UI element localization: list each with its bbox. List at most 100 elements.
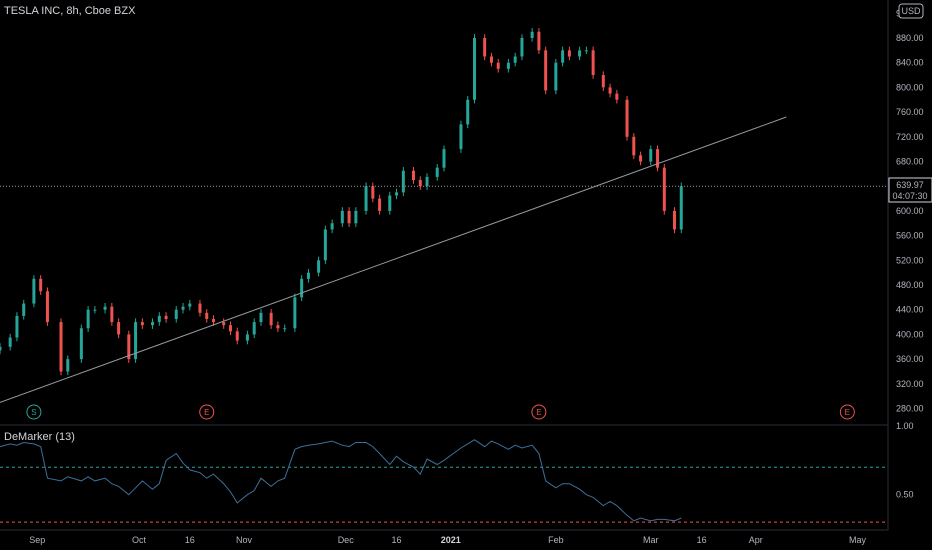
candle-body — [354, 210, 358, 224]
time-tick-label: Nov — [236, 535, 253, 545]
candle-body — [66, 359, 70, 372]
demarker-line — [0, 439, 682, 522]
candle-body — [544, 50, 548, 91]
price-tick-label: 400.00 — [896, 329, 924, 339]
candle-body — [157, 315, 161, 323]
event-letter: E — [845, 408, 850, 417]
event-marker — [26, 404, 42, 420]
time-tick-label: 16 — [185, 535, 195, 545]
event-letter: E — [204, 408, 209, 417]
demarker-label: DeMarker (13) — [4, 431, 75, 443]
candle-body — [79, 328, 83, 360]
price-tick-label: 320.00 — [896, 379, 924, 389]
candle-body — [496, 62, 500, 69]
candle-body — [323, 229, 327, 261]
candle-body — [411, 170, 415, 181]
candle-body — [205, 312, 209, 319]
price-tick-label: 840.00 — [896, 58, 924, 68]
candle-body — [212, 319, 216, 323]
candle-body — [235, 331, 239, 341]
candle-body — [181, 306, 185, 310]
current-price-label: 639.97 04:07:30 — [888, 177, 932, 203]
price-tick-label: 600.00 — [896, 206, 924, 216]
candle-body — [601, 75, 605, 88]
candle-body — [276, 325, 280, 329]
currency-badge[interactable]: USD — [898, 3, 924, 19]
candle-body — [418, 180, 422, 187]
candle-body — [364, 186, 368, 211]
candle-body — [164, 315, 168, 319]
event-marker — [199, 404, 215, 420]
candle-body — [608, 87, 612, 94]
time-axis[interactable]: Sep Oct 16 Nov Dec 16 2021 Feb Mar 16 Apr May — [29, 535, 866, 545]
candle-body — [110, 306, 114, 323]
price-pane[interactable] — [0, 28, 888, 403]
candle-body — [188, 303, 192, 307]
trendline[interactable] — [0, 116, 787, 403]
candle-body — [591, 50, 595, 76]
candle-body — [32, 278, 36, 304]
event-marker — [531, 404, 547, 420]
candle-body — [561, 50, 565, 63]
time-tick-label: 2021 — [441, 535, 461, 545]
candle-body — [228, 325, 232, 332]
candle-body — [306, 272, 310, 279]
candle-body — [252, 322, 256, 335]
price-tick-label: 680.00 — [896, 157, 924, 167]
candle-body — [198, 303, 202, 313]
demarker-tick-label: 1.00 — [896, 421, 914, 431]
price-tick-label: 440.00 — [896, 305, 924, 315]
price-tick-label: 880.00 — [896, 33, 924, 43]
price-tick-label: 560.00 — [896, 231, 924, 241]
candle-body — [473, 37, 477, 100]
candle-body — [59, 322, 63, 372]
event-letter: S — [31, 408, 36, 417]
price-axis[interactable]: 920.00880.00840.00800.00760.00720.00680.… — [896, 8, 924, 413]
candle-body — [672, 210, 676, 230]
candle-body — [259, 312, 263, 323]
price-tick-label: 720.00 — [896, 132, 924, 142]
candle-body — [317, 260, 321, 273]
candle-body — [442, 149, 446, 168]
candle-body — [656, 149, 660, 168]
candle-body — [140, 322, 144, 326]
candle-body — [388, 195, 392, 211]
candle-body — [554, 62, 558, 91]
candle-body — [134, 322, 138, 360]
candle-body — [174, 309, 178, 319]
candle-body — [459, 124, 463, 150]
candles-group — [0, 28, 683, 376]
demarker-pane[interactable] — [0, 439, 888, 523]
candle-body — [371, 186, 375, 199]
event-marker — [839, 404, 855, 420]
time-tick-label: Feb — [548, 535, 564, 545]
candle-body — [127, 334, 131, 360]
candle-body — [506, 62, 510, 69]
price-tick-label: 280.00 — [896, 404, 924, 414]
candle-body — [489, 56, 493, 63]
price-tick-label: 760.00 — [896, 107, 924, 117]
price-tick-label: 480.00 — [896, 280, 924, 290]
demarker-axis[interactable]: 1.00 0.50 — [896, 421, 914, 500]
candle-body — [679, 186, 683, 230]
candle-body — [340, 210, 344, 224]
candle-body — [401, 170, 405, 193]
candle-body — [93, 309, 97, 311]
candle-body — [330, 223, 334, 230]
candle-body — [513, 56, 517, 63]
time-tick-label: Mar — [643, 535, 659, 545]
candle-body — [151, 322, 155, 326]
currency-label: USD — [901, 6, 921, 16]
time-tick-label: 16 — [392, 535, 402, 545]
candle-body — [520, 37, 524, 57]
current-price-value: 639.97 — [896, 180, 924, 190]
symbol-title: TESLA INC, 8h, Cboe BZX — [4, 5, 136, 17]
candle-body — [103, 306, 107, 310]
candle-body — [347, 210, 351, 224]
bar-countdown: 04:07:30 — [892, 191, 927, 201]
demarker-tick-label: 0.50 — [896, 490, 914, 500]
candle-body — [639, 155, 643, 162]
